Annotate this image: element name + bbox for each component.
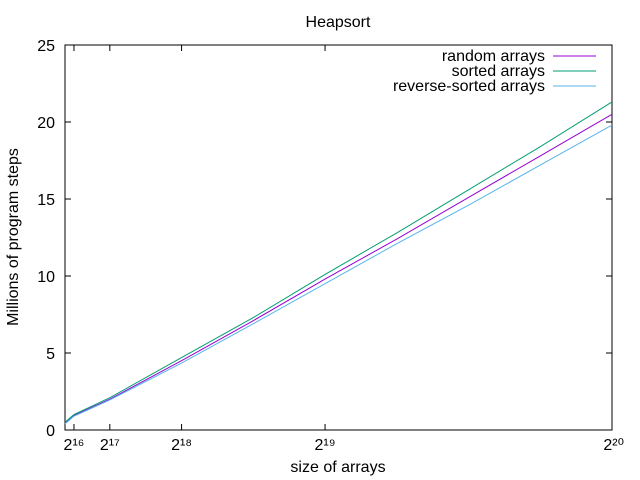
y-tick-label: 25 — [37, 38, 55, 55]
x-tick-label: 2¹⁶ — [64, 437, 85, 454]
y-tick-label: 0 — [46, 423, 55, 440]
plot-frame — [64, 44, 613, 431]
y-tick-label: 5 — [46, 346, 55, 363]
x-axis-label: size of arrays — [290, 459, 385, 476]
x-tick-label: 2¹⁹ — [315, 437, 336, 454]
y-tick-label: 10 — [37, 269, 55, 286]
x-tick-label: 2¹⁸ — [171, 437, 192, 454]
x-tick-label: 2²⁰ — [603, 437, 624, 454]
legend-label-2: reverse-sorted arrays — [393, 78, 545, 95]
series-line-2 — [64, 124, 613, 425]
series-line-0 — [64, 113, 613, 424]
legend-label-0: random arrays — [442, 48, 545, 65]
chart-title: Heapsort — [306, 14, 371, 31]
y-tick-label: 20 — [37, 115, 55, 132]
series-lines — [64, 101, 613, 425]
y-axis-label: Millions of program steps — [5, 148, 22, 326]
series-line-1 — [64, 101, 613, 423]
axes: 0 5 10 15 20 25 2¹⁶ 2¹⁷ 2¹⁸ 2¹⁹ 2²⁰ — [37, 38, 624, 454]
y-tick-label: 15 — [37, 192, 55, 209]
x-tick-label: 2¹⁷ — [100, 437, 120, 454]
legend-label-1: sorted arrays — [452, 63, 545, 80]
